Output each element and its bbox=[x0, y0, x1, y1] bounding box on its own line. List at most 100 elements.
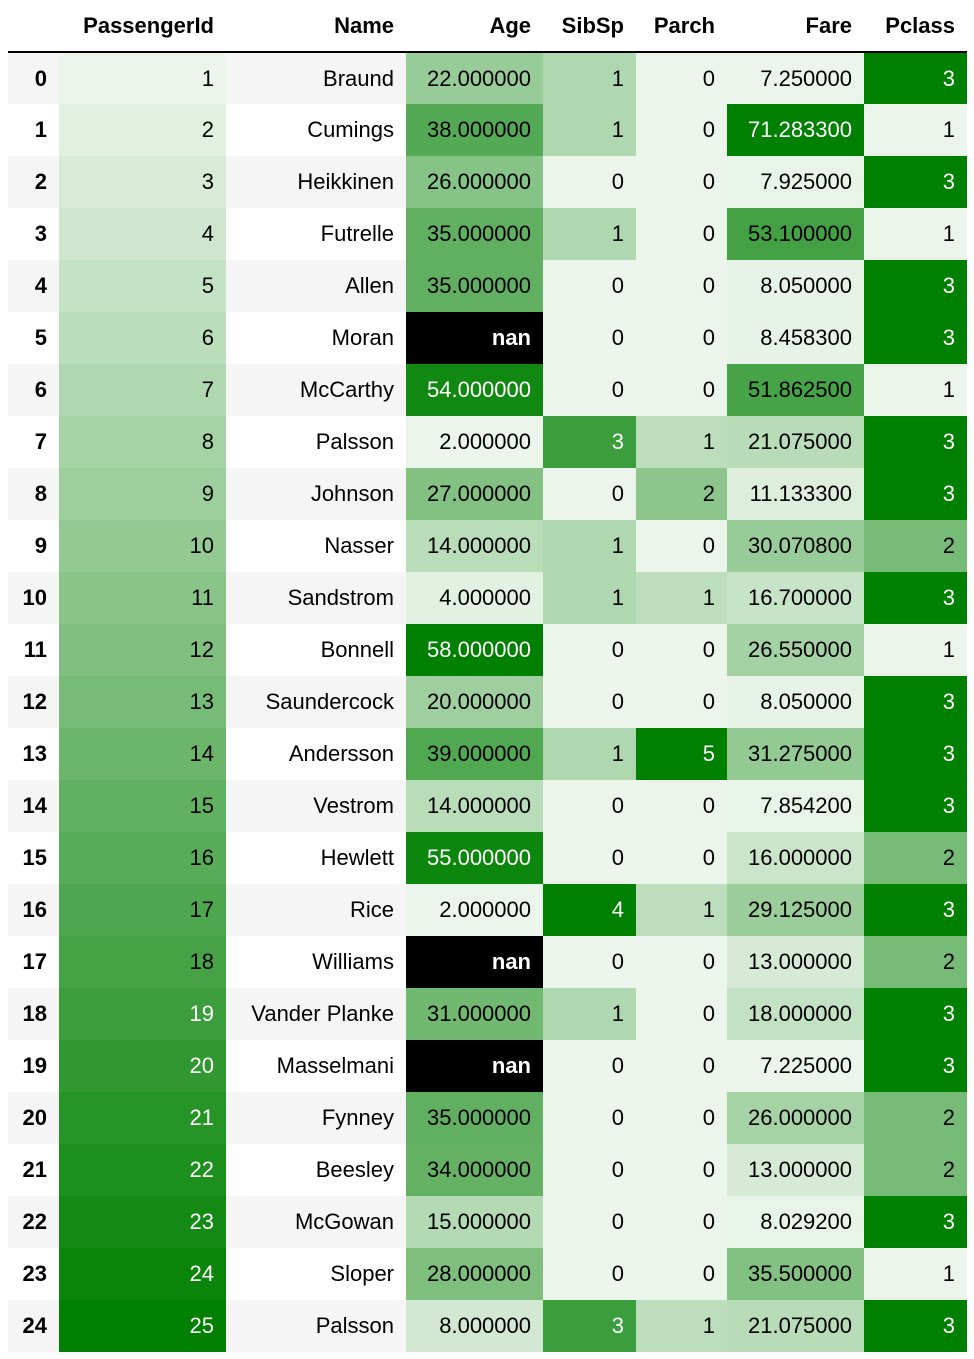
table-row: 23 24 Sloper 28.000000 0 0 35.500000 1 bbox=[8, 1248, 967, 1300]
cell-pclass: 1 bbox=[864, 208, 967, 260]
cell-pclass: 3 bbox=[864, 312, 967, 364]
cell-fare: 8.458300 bbox=[727, 312, 864, 364]
cell-pclass: 3 bbox=[864, 1040, 967, 1092]
cell-fare: 13.000000 bbox=[727, 1144, 864, 1196]
styled-dataframe-table: PassengerId Name Age SibSp Parch Fare Pc… bbox=[8, 0, 967, 1352]
table-row: 16 17 Rice 2.000000 4 1 29.125000 3 bbox=[8, 884, 967, 936]
cell-age: 58.000000 bbox=[406, 624, 543, 676]
cell-name: Sloper bbox=[330, 1261, 394, 1286]
cell-age: 28.000000 bbox=[406, 1248, 543, 1300]
cell-parch: 0 bbox=[636, 1144, 727, 1196]
cell-parch: 1 bbox=[636, 416, 727, 468]
cell-parch: 0 bbox=[636, 104, 727, 156]
row-index: 14 bbox=[22, 793, 47, 818]
cell-sibsp: 0 bbox=[543, 364, 636, 416]
cell-sibsp: 1 bbox=[543, 520, 636, 572]
cell-passengerid: 7 bbox=[59, 364, 226, 416]
cell-sibsp: 0 bbox=[543, 624, 636, 676]
cell-passengerid: 12 bbox=[59, 624, 226, 676]
cell-parch: 1 bbox=[636, 572, 727, 624]
cell-sibsp: 1 bbox=[543, 728, 636, 780]
table-row: 3 4 Futrelle 35.000000 1 0 53.100000 1 bbox=[8, 208, 967, 260]
cell-parch: 0 bbox=[636, 1092, 727, 1144]
cell-age: 8.000000 bbox=[406, 1300, 543, 1352]
cell-parch: 1 bbox=[636, 884, 727, 936]
cell-age: 35.000000 bbox=[406, 260, 543, 312]
row-index: 5 bbox=[34, 325, 47, 350]
cell-age: nan bbox=[406, 936, 543, 988]
cell-sibsp: 0 bbox=[543, 1196, 636, 1248]
cell-pclass: 3 bbox=[864, 988, 967, 1040]
cell-pclass: 3 bbox=[864, 572, 967, 624]
dataframe-view: PassengerId Name Age SibSp Parch Fare Pc… bbox=[8, 0, 967, 1352]
table-row: 8 9 Johnson 27.000000 0 2 11.133300 3 bbox=[8, 468, 967, 520]
cell-pclass: 2 bbox=[864, 1092, 967, 1144]
cell-fare: 53.100000 bbox=[727, 208, 864, 260]
row-index: 20 bbox=[22, 1105, 47, 1130]
cell-fare: 35.500000 bbox=[727, 1248, 864, 1300]
cell-age: 2.000000 bbox=[406, 416, 543, 468]
header-fare: Fare bbox=[727, 0, 864, 53]
row-index: 18 bbox=[22, 1001, 47, 1026]
cell-parch: 0 bbox=[636, 624, 727, 676]
cell-sibsp: 0 bbox=[543, 676, 636, 728]
cell-pclass: 1 bbox=[864, 624, 967, 676]
cell-fare: 13.000000 bbox=[727, 936, 864, 988]
cell-name: Vander Planke bbox=[251, 1001, 394, 1026]
cell-pclass: 2 bbox=[864, 936, 967, 988]
cell-fare: 7.854200 bbox=[727, 780, 864, 832]
cell-parch: 5 bbox=[636, 728, 727, 780]
row-index: 15 bbox=[22, 845, 47, 870]
cell-fare: 8.029200 bbox=[727, 1196, 864, 1248]
table-row: 11 12 Bonnell 58.000000 0 0 26.550000 1 bbox=[8, 624, 967, 676]
cell-parch: 0 bbox=[636, 156, 727, 208]
cell-parch: 0 bbox=[636, 676, 727, 728]
table-row: 0 1 Braund 22.000000 1 0 7.250000 3 bbox=[8, 52, 967, 104]
row-index: 19 bbox=[22, 1053, 47, 1078]
cell-age: 38.000000 bbox=[406, 104, 543, 156]
cell-passengerid: 1 bbox=[59, 52, 226, 104]
cell-pclass: 3 bbox=[864, 1300, 967, 1352]
cell-sibsp: 0 bbox=[543, 1248, 636, 1300]
table-row: 14 15 Vestrom 14.000000 0 0 7.854200 3 bbox=[8, 780, 967, 832]
row-index: 13 bbox=[22, 741, 47, 766]
cell-fare: 7.250000 bbox=[727, 52, 864, 104]
cell-name: Williams bbox=[312, 949, 394, 974]
cell-pclass: 1 bbox=[864, 364, 967, 416]
cell-parch: 0 bbox=[636, 260, 727, 312]
cell-age: 15.000000 bbox=[406, 1196, 543, 1248]
cell-passengerid: 23 bbox=[59, 1196, 226, 1248]
cell-name: Masselmani bbox=[276, 1053, 394, 1078]
cell-name: Palsson bbox=[315, 429, 394, 454]
cell-parch: 0 bbox=[636, 208, 727, 260]
cell-age: 55.000000 bbox=[406, 832, 543, 884]
table-row: 24 25 Palsson 8.000000 3 1 21.075000 3 bbox=[8, 1300, 967, 1352]
cell-age: 4.000000 bbox=[406, 572, 543, 624]
table-row: 21 22 Beesley 34.000000 0 0 13.000000 2 bbox=[8, 1144, 967, 1196]
cell-fare: 21.075000 bbox=[727, 416, 864, 468]
table-row: 15 16 Hewlett 55.000000 0 0 16.000000 2 bbox=[8, 832, 967, 884]
table-row: 18 19 Vander Planke 31.000000 1 0 18.000000 3 bbox=[8, 988, 967, 1040]
cell-parch: 0 bbox=[636, 780, 727, 832]
cell-name: Hewlett bbox=[320, 845, 394, 870]
cell-pclass: 2 bbox=[864, 520, 967, 572]
cell-sibsp: 1 bbox=[543, 988, 636, 1040]
cell-name: Fynney bbox=[321, 1105, 394, 1130]
cell-passengerid: 17 bbox=[59, 884, 226, 936]
cell-sibsp: 1 bbox=[543, 52, 636, 104]
header-name: Name bbox=[226, 0, 406, 53]
cell-passengerid: 14 bbox=[59, 728, 226, 780]
table-row: 22 23 McGowan 15.000000 0 0 8.029200 3 bbox=[8, 1196, 967, 1248]
cell-age: 31.000000 bbox=[406, 988, 543, 1040]
cell-fare: 8.050000 bbox=[727, 676, 864, 728]
cell-sibsp: 1 bbox=[543, 208, 636, 260]
cell-age: 20.000000 bbox=[406, 676, 543, 728]
cell-age: 26.000000 bbox=[406, 156, 543, 208]
cell-passengerid: 4 bbox=[59, 208, 226, 260]
cell-parch: 0 bbox=[636, 988, 727, 1040]
cell-parch: 0 bbox=[636, 364, 727, 416]
cell-fare: 29.125000 bbox=[727, 884, 864, 936]
cell-pclass: 3 bbox=[864, 728, 967, 780]
cell-name: Allen bbox=[345, 273, 394, 298]
cell-age: nan bbox=[406, 312, 543, 364]
